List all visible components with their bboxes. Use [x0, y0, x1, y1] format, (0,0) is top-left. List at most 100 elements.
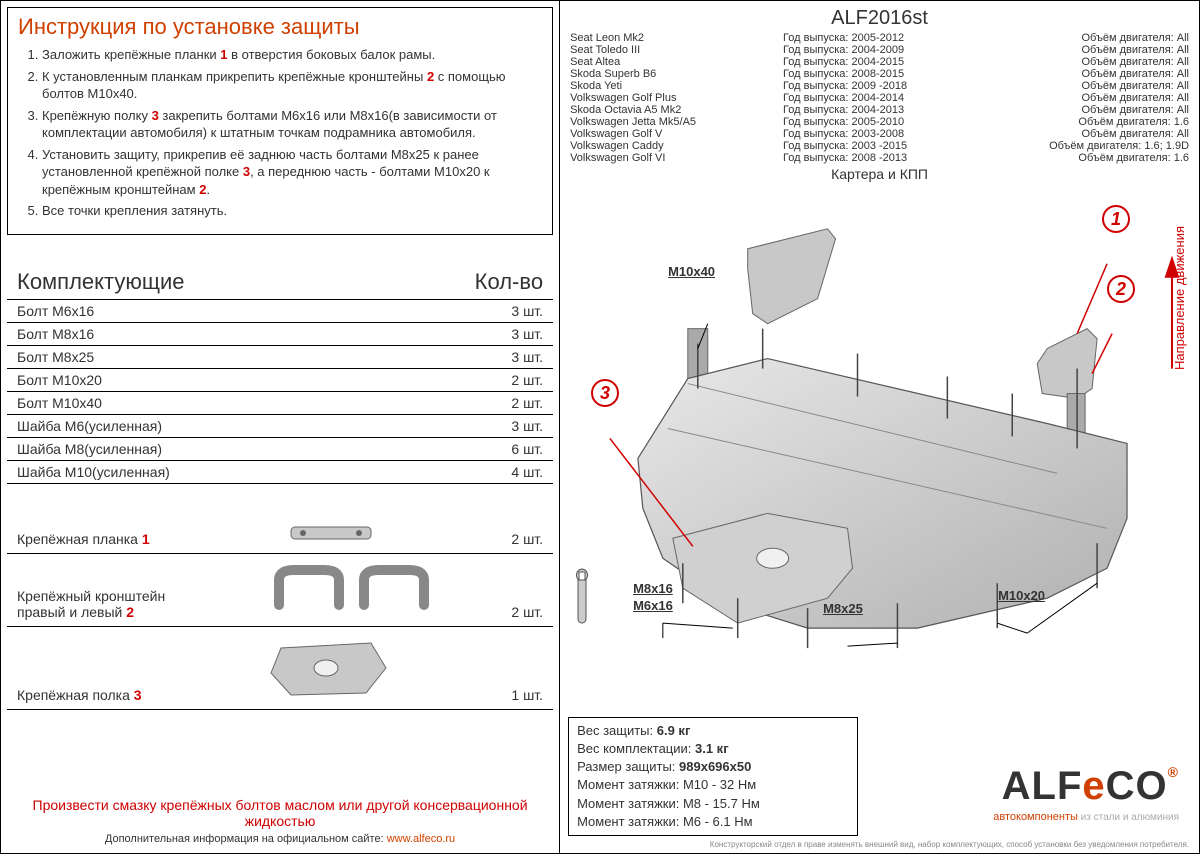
vehicle-model: Skoda Octavia A5 Mk2 — [570, 104, 763, 116]
bolt-label-m8x25: M8x25 — [823, 601, 863, 616]
instructions-title: Инструкция по установке защиты — [18, 14, 542, 40]
vehicle-engine: Объём двигателя: 1.6 — [996, 116, 1189, 128]
skid-plate-diagram — [568, 186, 1191, 711]
spec-row: Момент затяжки: M6 - 6.1 Нм — [577, 813, 849, 831]
vehicle-engine: Объём двигателя: All — [996, 104, 1189, 116]
svg-text:3: 3 — [600, 383, 610, 403]
specs-box: Вес защиты: 6.9 кгВес комплектации: 3.1 … — [568, 717, 858, 836]
document-sheet: Инструкция по установке защиты Заложить … — [0, 0, 1200, 854]
instruction-item: Крепёжную полку 3 закрепить болтами М6x1… — [42, 107, 542, 142]
component-row: Шайба М10(усиленная)4 шт. — [7, 461, 553, 484]
component-row: Шайба М8(усиленная)6 шт. — [7, 438, 553, 461]
vehicle-model: Volkswagen Jetta Mk5/A5 — [570, 116, 763, 128]
vehicle-year: Год выпуска: 2004-2014 — [783, 92, 976, 104]
spec-row: Размер защиты: 989x696x50 — [577, 758, 849, 776]
registered-icon: ® — [1168, 764, 1179, 780]
vehicle-model: Volkswagen Golf V — [570, 128, 763, 140]
component-row: Болт М10x402 шт. — [7, 392, 553, 415]
logo-part-2: e — [1082, 764, 1105, 808]
instructions-list: Заложить крепёжные планки 1 в отверстия … — [18, 46, 542, 220]
svg-text:1: 1 — [1111, 209, 1121, 229]
vehicle-year: Год выпуска: 2003 -2015 — [783, 140, 976, 152]
components-title-right: Кол-во — [475, 269, 543, 295]
vehicle-model: Skoda Yeti — [570, 80, 763, 92]
logo-subtitle: автокомпоненты из стали и алюминия — [993, 809, 1179, 823]
svg-text:2: 2 — [1115, 279, 1126, 299]
vehicle-engine: Объём двигателя: 1.6 — [996, 152, 1189, 164]
vehicle-year: Год выпуска: 2004-2015 — [783, 56, 976, 68]
url-label: Дополнительная информация на официальном… — [105, 833, 384, 845]
component-row-illustrated: Крепёжная планка 12 шт. — [7, 484, 553, 554]
component-row-illustrated: Крепёжный кронштейн правый и левый 22 шт… — [7, 554, 553, 627]
vehicle-years-col: Год выпуска: 2005-2012Год выпуска: 2004-… — [783, 32, 976, 164]
vehicle-engine: Объём двигателя: All — [996, 32, 1189, 44]
component-row-illustrated: Крепёжная полка 31 шт. — [7, 627, 553, 710]
instruction-item: Все точки крепления затянуть. — [42, 202, 542, 220]
product-code: ALF2016st — [560, 1, 1199, 32]
bolt-label-m6x16: M6x16 — [633, 598, 673, 613]
component-illustration — [197, 560, 511, 620]
spec-row: Вес защиты: 6.9 кг — [577, 722, 849, 740]
components-header: Комплектующие Кол-во — [7, 261, 553, 300]
vehicle-model: Seat Toledo III — [570, 44, 763, 56]
instruction-item: Установить защиту, прикрепив её заднюю ч… — [42, 146, 542, 199]
vehicle-engine: Объём двигателя: All — [996, 80, 1189, 92]
website-link[interactable]: www.alfeco.ru — [387, 833, 455, 845]
logo-part-3: CO — [1106, 764, 1168, 808]
components-table: Болт М6x163 шт.Болт М8x163 шт.Болт М8x25… — [7, 300, 553, 710]
vehicle-year: Год выпуска: 2008 -2013 — [783, 152, 976, 164]
vehicle-model: Volkswagen Golf Plus — [570, 92, 763, 104]
bolt-label-m8x16: M8x16 — [633, 581, 673, 596]
instruction-item: Заложить крепёжные планки 1 в отверстия … — [42, 46, 542, 64]
lubrication-note: Произвести смазку крепёжных болтов масло… — [1, 781, 559, 833]
vehicle-engine: Объём двигателя: All — [996, 68, 1189, 80]
spec-row: Момент затяжки: M8 - 15.7 Нм — [577, 795, 849, 813]
vehicle-engine: Объём двигателя: All — [996, 128, 1189, 140]
component-row: Болт М8x163 шт. — [7, 323, 553, 346]
vehicle-year: Год выпуска: 2009 -2018 — [783, 80, 976, 92]
callout-2: 2 — [1106, 274, 1136, 304]
callout-1: 1 — [1101, 204, 1131, 234]
protects-label: Картера и КПП — [560, 164, 1199, 184]
components-title-left: Комплектующие — [17, 269, 184, 295]
vehicle-engines-col: Объём двигателя: AllОбъём двигателя: All… — [996, 32, 1189, 164]
vehicle-year: Год выпуска: 2005-2012 — [783, 32, 976, 44]
vehicle-model: Volkswagen Golf VI — [570, 152, 763, 164]
diagram-area: Направление движения 1 2 3 M10x40 M8x16 … — [568, 186, 1191, 711]
vehicle-engine: Объём двигателя: All — [996, 92, 1189, 104]
instructions-box: Инструкция по установке защиты Заложить … — [7, 7, 553, 235]
spec-row: Вес комплектации: 3.1 кг — [577, 740, 849, 758]
vehicle-year: Год выпуска: 2008-2015 — [783, 68, 976, 80]
logo-part-1: ALF — [1002, 764, 1083, 808]
disclaimer: Конструкторский отдел в праве изменять в… — [560, 838, 1199, 853]
bolt-label-m10x20: M10x20 — [998, 588, 1045, 603]
component-row: Болт М10x202 шт. — [7, 369, 553, 392]
vehicle-model: Skoda Superb B6 — [570, 68, 763, 80]
vehicle-year: Год выпуска: 2004-2013 — [783, 104, 976, 116]
vehicle-engine: Объём двигателя: All — [996, 44, 1189, 56]
vehicle-model: Volkswagen Caddy — [570, 140, 763, 152]
vehicle-engine: Объём двигателя: 1.6; 1.9D — [996, 140, 1189, 152]
component-illustration — [142, 633, 512, 703]
component-illustration — [150, 517, 512, 547]
url-line: Дополнительная информация на официальном… — [1, 833, 559, 853]
wrench-icon — [568, 564, 596, 641]
vehicle-model: Seat Leon Mk2 — [570, 32, 763, 44]
bolt-label-m10x40: M10x40 — [668, 264, 715, 279]
instruction-item: К установленным планкам прикрепить крепё… — [42, 68, 542, 103]
vehicle-year: Год выпуска: 2003-2008 — [783, 128, 976, 140]
component-row: Шайба М6(усиленная)3 шт. — [7, 415, 553, 438]
callout-3: 3 — [590, 378, 620, 408]
vehicle-year: Год выпуска: 2004-2009 — [783, 44, 976, 56]
vehicle-model: Seat Altea — [570, 56, 763, 68]
vehicle-models-col: Seat Leon Mk2Seat Toledo IIISeat AlteaSk… — [570, 32, 763, 164]
component-row: Болт М6x163 шт. — [7, 300, 553, 323]
spec-row: Момент затяжки: M10 - 32 Нм — [577, 776, 849, 794]
right-column: ALF2016st Seat Leon Mk2Seat Toledo IIISe… — [560, 1, 1199, 853]
vehicle-engine: Объём двигателя: All — [996, 56, 1189, 68]
vehicle-year: Год выпуска: 2005-2010 — [783, 116, 976, 128]
logo-area: ALFeCO® автокомпоненты из стали и алюмин… — [993, 764, 1179, 823]
direction-arrow-label: Направление движения — [1172, 226, 1187, 370]
component-row: Болт М8x253 шт. — [7, 346, 553, 369]
vehicle-table: Seat Leon Mk2Seat Toledo IIISeat AlteaSk… — [560, 32, 1199, 164]
